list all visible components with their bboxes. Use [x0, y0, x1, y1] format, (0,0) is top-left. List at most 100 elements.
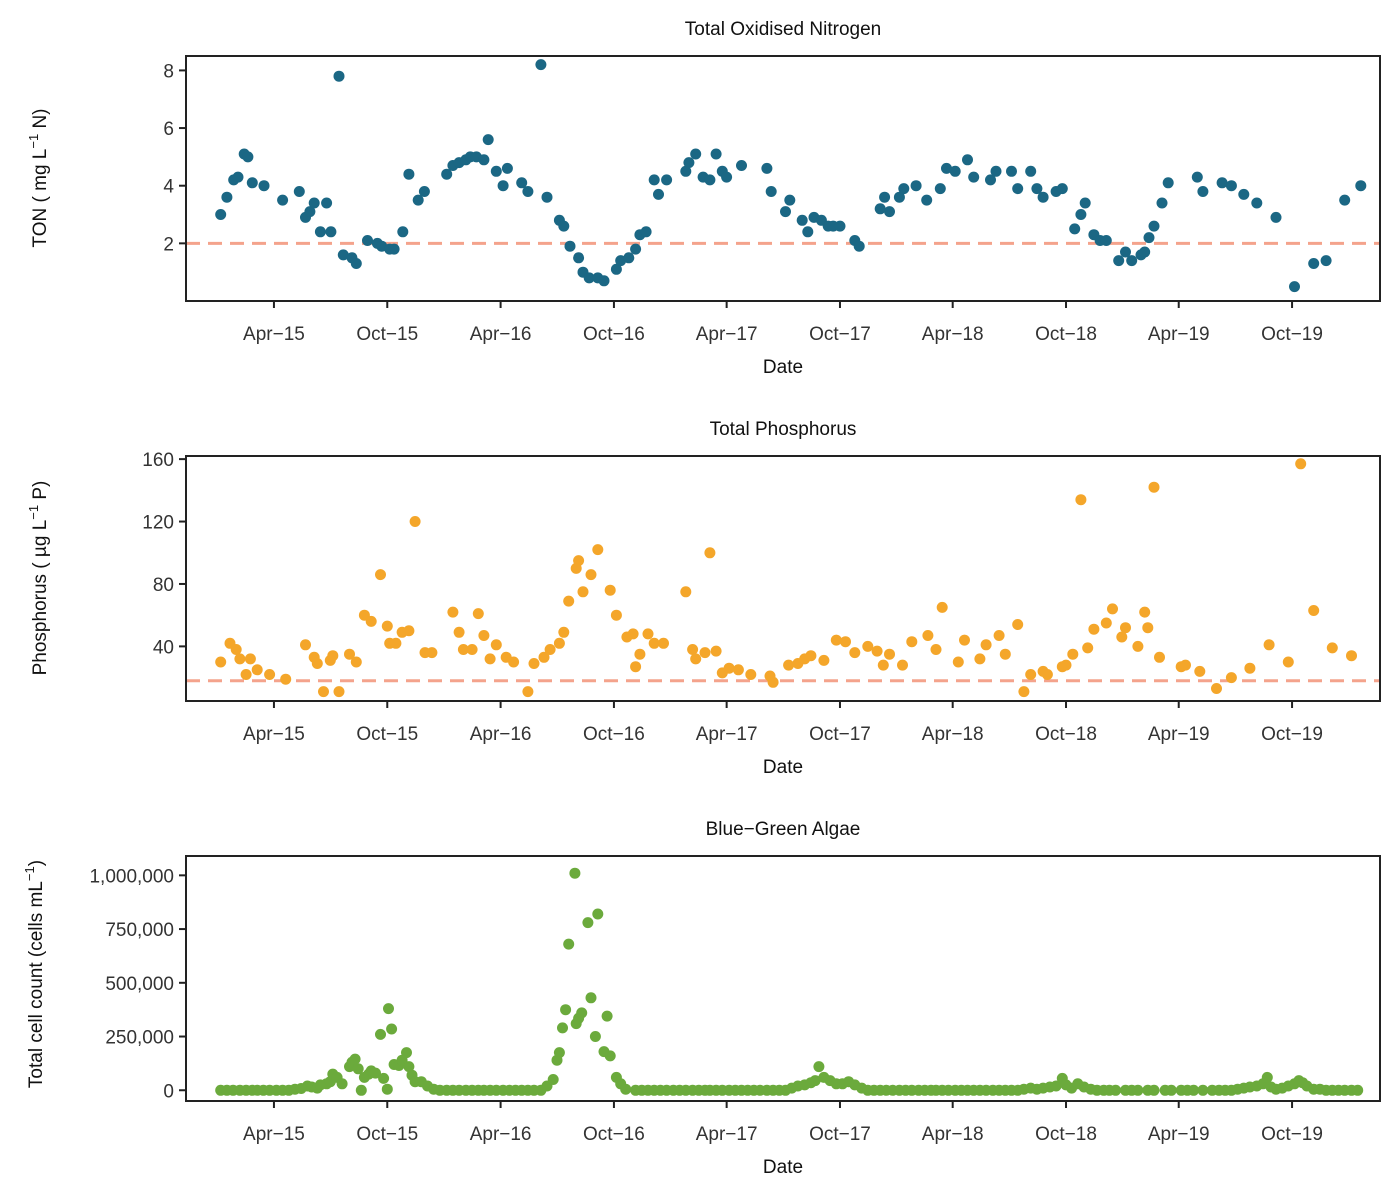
tp-y-axis-label: Phosphorus ( µg L−1 P)	[26, 481, 51, 676]
ton-point	[501, 162, 513, 174]
tp-y-label-suffix: P)	[30, 481, 51, 505]
tp-point	[704, 547, 716, 559]
tp-x-tick-label: Oct−15	[356, 724, 418, 745]
ton-point	[583, 272, 595, 284]
ton-y-axis-label: TON ( mg L−1 N)	[26, 108, 51, 247]
tp-y-tick-label: 40	[153, 637, 174, 658]
bga-x-tick-label: Apr−17	[696, 1124, 758, 1145]
ton-point	[690, 148, 702, 160]
tp-point	[1100, 617, 1112, 629]
tp-point	[1041, 669, 1053, 680]
ton-point	[1191, 171, 1203, 183]
tp-point	[884, 648, 895, 660]
bga-point	[403, 1061, 415, 1073]
ton-point	[834, 220, 846, 232]
ton-point	[1216, 177, 1228, 189]
tp-point	[604, 584, 616, 596]
tp-point	[240, 669, 252, 680]
ton-point	[1006, 165, 1017, 177]
tp-point	[1139, 606, 1151, 618]
ton-point	[784, 194, 796, 206]
ton-point	[490, 165, 502, 177]
tp-point	[365, 615, 377, 627]
bga-point	[553, 1047, 565, 1059]
bga-point	[1197, 1084, 1209, 1096]
bga-point	[582, 917, 594, 929]
ton-point	[640, 226, 652, 238]
ton-point	[710, 148, 722, 160]
ton-point	[721, 171, 733, 183]
ton-point	[1251, 197, 1263, 209]
tp-point	[980, 639, 992, 651]
tp-point	[1180, 659, 1191, 671]
ton-point	[1339, 194, 1351, 206]
ton-point	[1320, 255, 1332, 267]
ton-point	[1126, 255, 1138, 267]
tp-point	[818, 654, 830, 666]
ton-point	[1148, 220, 1160, 232]
tp-point	[767, 676, 779, 688]
tp-point	[906, 636, 918, 648]
bga-point	[1132, 1084, 1144, 1096]
ton-point	[921, 194, 933, 206]
ton-point	[337, 249, 349, 261]
bga-x-tick-label: Apr−18	[922, 1124, 984, 1145]
ton-title: Total Oxidised Nitrogen	[685, 19, 881, 40]
tp-x-tick-label: Apr−18	[922, 724, 984, 745]
bga-point	[557, 1022, 568, 1034]
tp-point	[627, 628, 639, 640]
tp-point	[840, 636, 851, 648]
bga-point	[1188, 1084, 1200, 1096]
tp-point	[952, 656, 964, 668]
ton-point	[362, 235, 373, 246]
bga-x-tick-label: Oct−18	[1035, 1124, 1097, 1145]
tp-point	[344, 648, 355, 660]
bga-point	[589, 1031, 601, 1042]
tp-y-label-prefix: Phosphorus ( µg L	[30, 520, 51, 676]
bga-point	[375, 1028, 386, 1040]
ton-point	[610, 263, 622, 275]
ton-point	[761, 162, 773, 174]
ton-point	[1143, 232, 1155, 244]
ton-point	[598, 275, 610, 287]
ton-x-tick-label: Oct−18	[1035, 324, 1097, 345]
ton-point	[350, 258, 362, 269]
bga-point	[1261, 1071, 1273, 1083]
ton-point	[321, 197, 333, 209]
tp-point	[687, 644, 699, 655]
tp-point	[563, 595, 575, 607]
ton-point	[1156, 197, 1168, 209]
ton-point	[482, 134, 494, 146]
tp-point	[1116, 631, 1128, 643]
bga-point	[386, 1023, 398, 1035]
ton-point	[1197, 186, 1209, 197]
ton-point	[1079, 197, 1091, 209]
tp-point	[1225, 672, 1237, 684]
ton-point	[648, 174, 660, 186]
tp-point	[528, 658, 540, 669]
tp-point	[333, 686, 345, 698]
tp-title: Total Phosphorus	[710, 419, 857, 440]
ton-point	[522, 186, 534, 197]
tp-point	[484, 653, 496, 665]
tp-point	[381, 620, 393, 632]
tp-point	[280, 673, 292, 685]
bga-point	[383, 1003, 394, 1015]
ton-x-tick-label: Apr−16	[470, 324, 532, 345]
tp-point	[215, 656, 227, 668]
ton-point	[441, 168, 453, 180]
tp-x-tick-label: Apr−19	[1148, 724, 1210, 745]
tp-point	[1295, 458, 1307, 470]
ton-x-tick-label: Oct−15	[356, 324, 418, 345]
tp-point	[234, 653, 246, 665]
ton-point	[573, 252, 585, 264]
ton-y-tick-label: 8	[163, 61, 174, 82]
bga-x-tick-label: Apr−15	[243, 1124, 305, 1145]
bga-point	[809, 1075, 821, 1087]
tp-point	[1142, 622, 1154, 634]
ton-point	[893, 191, 905, 203]
tp-point	[710, 645, 722, 657]
tp-panel: Total Phosphorus Date Phosphorus ( µg L−…	[26, 419, 1381, 778]
tp-point	[1154, 651, 1165, 663]
